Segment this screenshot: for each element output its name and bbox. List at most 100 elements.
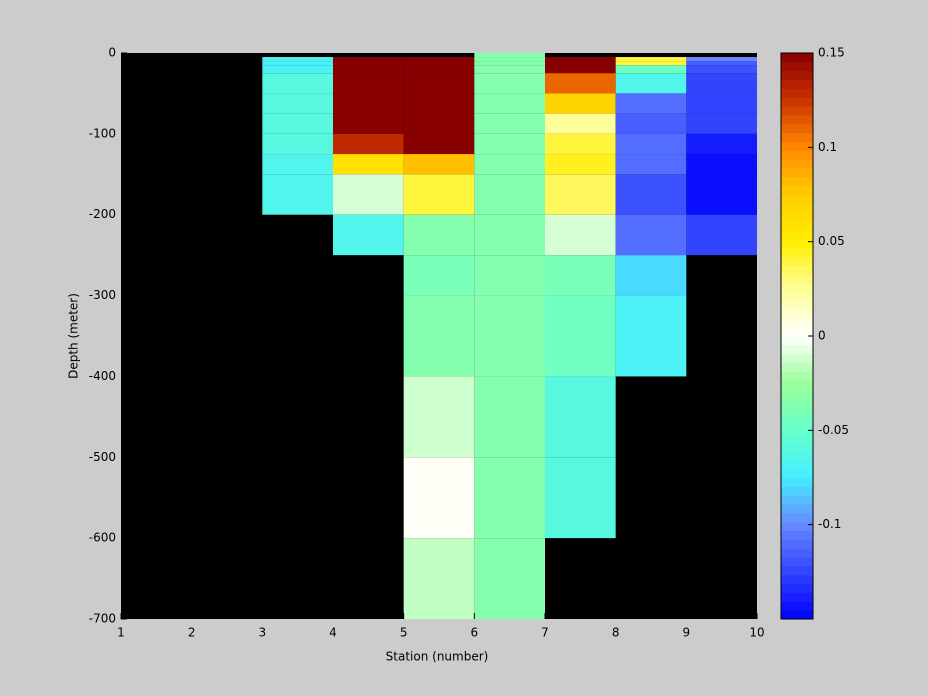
cell [615, 73, 687, 94]
cell [262, 174, 333, 215]
cell [615, 61, 687, 66]
cell [686, 113, 757, 134]
cell [403, 57, 475, 62]
cell [686, 93, 757, 114]
cell [615, 65, 687, 74]
cell [333, 61, 404, 66]
cell [403, 174, 475, 215]
colorbar-tick-label: 0 [818, 329, 826, 343]
cell [403, 376, 475, 458]
colorbar-swatch [781, 442, 813, 452]
cell [403, 73, 475, 94]
cell [403, 214, 475, 256]
cell [686, 65, 757, 74]
colorbar-swatch [781, 477, 813, 487]
cell [615, 154, 687, 175]
cell [545, 133, 616, 155]
colorbar-swatch [781, 415, 813, 425]
cell [262, 57, 333, 62]
colorbar-swatch [781, 344, 813, 355]
colorbar-tick-label: 0.15 [818, 46, 845, 60]
cell [403, 255, 475, 296]
x-tick-label: 3 [259, 626, 267, 640]
cell [403, 133, 475, 155]
y-tick-label: -400 [89, 369, 116, 383]
x-tick-label: 1 [117, 626, 125, 640]
cell [333, 93, 404, 114]
colorbar-swatch [781, 300, 813, 310]
colorbar-swatch [781, 495, 813, 505]
cell [545, 295, 616, 377]
colorbar-swatch [781, 327, 813, 337]
cell [686, 73, 757, 94]
y-tick-label: -700 [89, 612, 116, 626]
cell [474, 457, 545, 539]
cell [545, 113, 616, 134]
x-tick-label: 6 [471, 626, 479, 640]
cell [686, 133, 757, 155]
colorbar-swatch [781, 61, 813, 72]
colorbar-swatch [781, 203, 813, 213]
colorbar-swatch [781, 539, 813, 549]
colorbar-swatch [781, 247, 813, 257]
cell [474, 255, 545, 296]
cell [615, 113, 687, 134]
colorbar-swatch [781, 141, 813, 151]
colorbar-swatch [781, 353, 813, 364]
cell [545, 154, 616, 175]
cell [403, 93, 475, 114]
cell [545, 61, 616, 66]
colorbar-swatch [781, 548, 813, 558]
cell [615, 93, 687, 114]
colorbar-swatch [781, 450, 813, 461]
colorbar-swatch [781, 583, 813, 593]
colorbar-swatch [781, 53, 813, 63]
colorbar-swatch [781, 167, 813, 178]
x-tick-label: 9 [683, 626, 691, 640]
colorbar-swatch [781, 229, 813, 240]
cell [262, 65, 333, 74]
cell [686, 57, 757, 62]
x-tick-label: 8 [612, 626, 620, 640]
colorbar-swatch [781, 601, 813, 611]
colorbar-tick-label: -0.05 [818, 423, 849, 437]
cell [474, 538, 545, 619]
cell [474, 53, 545, 58]
cell [615, 57, 687, 62]
cell [686, 61, 757, 66]
cell [474, 93, 545, 114]
colorbar-swatch [781, 265, 813, 275]
cell [474, 65, 545, 74]
y-tick-label: -300 [89, 288, 116, 302]
colorbar-swatch [781, 530, 813, 540]
cell [333, 65, 404, 74]
colorbar-swatch [781, 459, 813, 470]
colorbar-swatch [781, 336, 813, 346]
colorbar-swatch [781, 221, 813, 231]
colorbar-swatch [781, 362, 813, 372]
colorbar-swatch [781, 194, 813, 204]
cell [545, 65, 616, 74]
cell [686, 154, 757, 175]
x-tick-label: 2 [188, 626, 196, 640]
x-tick-label: 7 [541, 626, 549, 640]
cell [615, 133, 687, 155]
colorbar-swatch [781, 106, 813, 116]
colorbar-swatch [781, 309, 813, 319]
colorbar-swatch [781, 150, 813, 160]
colorbar-swatch [781, 592, 813, 602]
cell [333, 154, 404, 175]
colorbar-swatch [781, 557, 813, 567]
colorbar-swatch [781, 282, 813, 293]
colorbar-swatch [781, 212, 813, 222]
cell [333, 73, 404, 94]
colorbar-swatch [781, 70, 813, 81]
cell [474, 376, 545, 458]
cell [403, 295, 475, 377]
cell [615, 295, 687, 377]
x-tick-label: 10 [749, 626, 764, 640]
cell [403, 113, 475, 134]
cell [545, 255, 616, 296]
cell [545, 174, 616, 215]
colorbar-swatch [781, 486, 813, 496]
